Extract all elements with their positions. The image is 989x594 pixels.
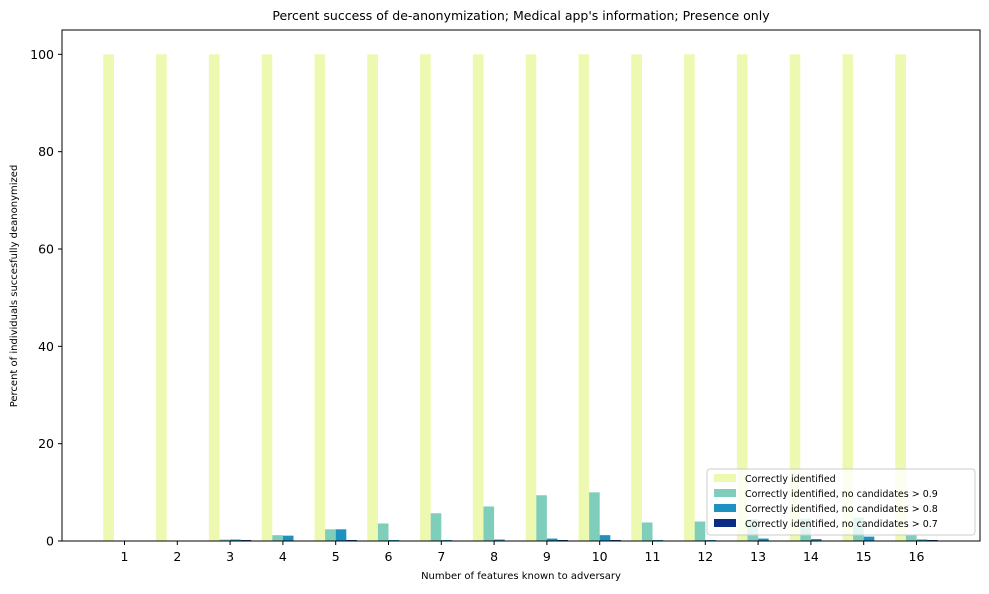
x-tick-label-12: 12 bbox=[697, 549, 713, 564]
bar-2-series-1 bbox=[156, 54, 167, 541]
bar-11-series-1 bbox=[631, 54, 642, 541]
bar-8-series-2 bbox=[484, 506, 495, 541]
bar-8-series-1 bbox=[473, 54, 484, 541]
bar-9-series-2 bbox=[536, 495, 547, 541]
legend-swatch-1 bbox=[714, 474, 736, 482]
bar-12-series-1 bbox=[684, 54, 695, 541]
y-axis-label: Percent of individuals succesfully deano… bbox=[9, 165, 20, 408]
x-tick-label-2: 2 bbox=[173, 549, 181, 564]
x-tick-label-8: 8 bbox=[490, 549, 498, 564]
legend-label-2: Correctly identified, no candidates > 0.… bbox=[745, 489, 938, 500]
x-tick-label-15: 15 bbox=[856, 549, 872, 564]
x-tick-label-16: 16 bbox=[909, 549, 925, 564]
bar-16-series-2 bbox=[906, 535, 917, 541]
x-tick-label-3: 3 bbox=[226, 549, 234, 564]
x-tick-label-14: 14 bbox=[803, 549, 819, 564]
bar-14-series-1 bbox=[790, 54, 801, 541]
x-tick-label-11: 11 bbox=[645, 549, 661, 564]
y-tick-label-100: 100 bbox=[30, 47, 54, 62]
bar-6-series-1 bbox=[367, 54, 378, 541]
bars-group bbox=[103, 54, 937, 541]
bar-11-series-2 bbox=[642, 523, 653, 541]
legend-label-4: Correctly identified, no candidates > 0.… bbox=[745, 519, 938, 530]
y-tick-label-80: 80 bbox=[38, 144, 54, 159]
bar-4-series-3 bbox=[283, 536, 294, 541]
bar-7-series-1 bbox=[420, 54, 431, 541]
legend-swatch-2 bbox=[714, 489, 736, 497]
legend-label-1: Correctly identified bbox=[745, 474, 836, 485]
y-tick-label-60: 60 bbox=[38, 242, 54, 257]
legend-label-3: Correctly identified, no candidates > 0.… bbox=[745, 504, 938, 515]
y-tick-label-40: 40 bbox=[38, 339, 54, 354]
x-tick-label-13: 13 bbox=[750, 549, 766, 564]
bar-16-series-1 bbox=[895, 54, 906, 541]
bar-10-series-3 bbox=[600, 535, 611, 541]
bar-3-series-1 bbox=[209, 54, 220, 541]
legend: Correctly identified Correctly identified… bbox=[707, 469, 975, 535]
x-tick-label-6: 6 bbox=[385, 549, 393, 564]
x-tick-label-10: 10 bbox=[592, 549, 608, 564]
x-tick-label-1: 1 bbox=[121, 549, 129, 564]
legend-swatch-3 bbox=[714, 504, 736, 512]
bar-1-series-1 bbox=[103, 54, 114, 541]
legend-swatch-4 bbox=[714, 519, 736, 527]
bar-4-series-1 bbox=[262, 54, 273, 541]
y-tick-label-0: 0 bbox=[46, 534, 54, 549]
x-axis-label: Number of features known to adversary bbox=[421, 571, 621, 582]
chart-title: Percent success of de-anonymization; Med… bbox=[272, 8, 770, 23]
bar-13-series-1 bbox=[737, 54, 748, 541]
bar-6-series-2 bbox=[378, 523, 389, 541]
x-tick-label-4: 4 bbox=[279, 549, 287, 564]
x-tick-label-9: 9 bbox=[543, 549, 551, 564]
bar-5-series-2 bbox=[325, 529, 336, 541]
y-tick-label-20: 20 bbox=[38, 436, 54, 451]
bar-4-series-2 bbox=[272, 535, 283, 541]
x-tick-label-7: 7 bbox=[437, 549, 445, 564]
bar-5-series-3 bbox=[336, 529, 347, 541]
bar-15-series-3 bbox=[864, 537, 875, 541]
x-tick-label-5: 5 bbox=[332, 549, 340, 564]
bar-7-series-2 bbox=[431, 513, 442, 541]
bar-12-series-2 bbox=[695, 522, 706, 541]
bar-5-series-1 bbox=[315, 54, 326, 541]
bar-15-series-1 bbox=[843, 54, 854, 541]
bar-9-series-1 bbox=[526, 54, 537, 541]
plot-frame bbox=[62, 30, 980, 541]
bar-10-series-2 bbox=[589, 492, 600, 541]
bar-10-series-1 bbox=[579, 54, 590, 541]
